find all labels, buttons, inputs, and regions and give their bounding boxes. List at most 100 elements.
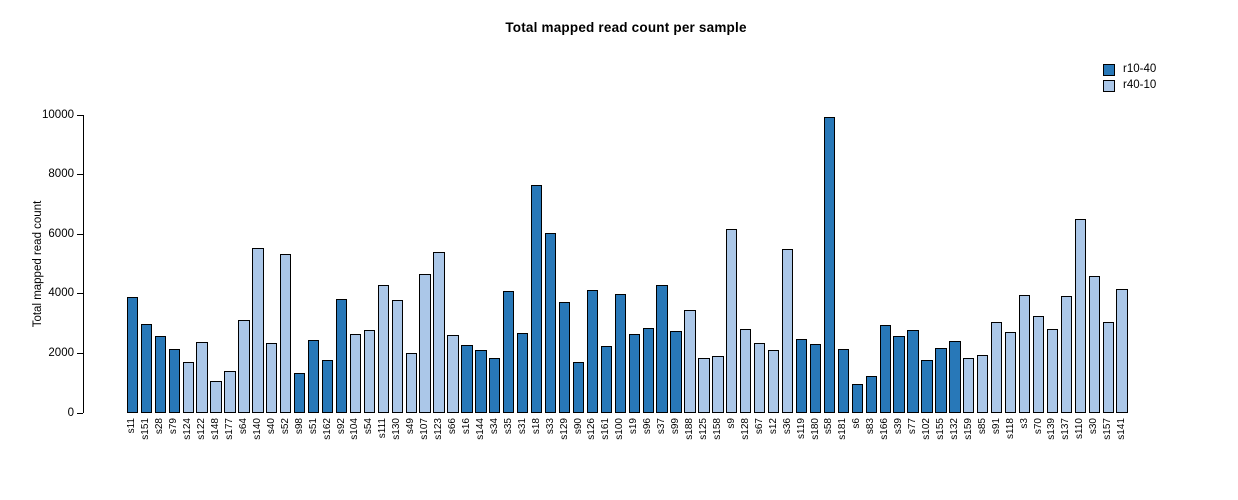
x-tick-label-s28: s28 xyxy=(154,418,166,435)
bar-s130 xyxy=(391,299,403,413)
y-tick-label: 6000 xyxy=(48,227,74,240)
legend-label-r10-40: r10-40 xyxy=(1123,63,1157,75)
bar-s70 xyxy=(1032,316,1045,413)
x-tick-label-s40: s40 xyxy=(265,418,277,435)
y-axis-line xyxy=(83,115,84,413)
legend-entry-r40-10: r40-10 xyxy=(1103,78,1156,93)
x-tick-label-s141: s141 xyxy=(1116,418,1128,440)
x-tick-label-s34: s34 xyxy=(488,418,500,435)
bar-s85 xyxy=(977,354,989,413)
bar-s35 xyxy=(503,291,515,413)
bar-s90 xyxy=(572,362,585,413)
x-tick-label-s181: s181 xyxy=(837,418,849,440)
x-tick-label-s19: s19 xyxy=(628,418,640,435)
bar-s52 xyxy=(280,254,292,413)
bar-s16 xyxy=(461,345,473,413)
bar-s119 xyxy=(795,339,808,413)
bar-s111 xyxy=(377,285,389,413)
bar-s125 xyxy=(698,358,710,413)
x-tick-label-s110: s110 xyxy=(1074,418,1086,439)
bar-s33 xyxy=(544,233,557,413)
x-tick-label-s92: s92 xyxy=(335,418,347,435)
legend-entry-r10-40: r10-40 xyxy=(1103,62,1156,77)
bar-s39 xyxy=(893,335,905,413)
bar-s177 xyxy=(224,370,236,413)
x-tick-label-s58: s58 xyxy=(823,418,835,435)
bar-s110 xyxy=(1074,219,1086,413)
x-tick-label-s128: s128 xyxy=(739,418,751,440)
bar-s155 xyxy=(935,348,947,413)
x-tick-label-s161: s161 xyxy=(600,418,612,440)
x-tick-label-s9: s9 xyxy=(725,418,737,429)
x-tick-label-s30: s30 xyxy=(1088,418,1100,435)
legend: r10-40 r40-10 xyxy=(1103,62,1156,94)
bar-s9 xyxy=(726,229,738,413)
bar-s36 xyxy=(781,249,794,413)
bar-s31 xyxy=(517,333,529,413)
y-axis-title: Total mapped read count xyxy=(32,200,44,328)
bar-s79 xyxy=(168,349,180,413)
x-tick-label-s111: s111 xyxy=(377,418,389,439)
bar-s132 xyxy=(949,340,961,413)
y-tick-label: 10000 xyxy=(42,108,74,121)
x-tick-label-s137: s137 xyxy=(1060,418,1072,440)
bar-s91 xyxy=(991,321,1003,413)
bar-s92 xyxy=(335,299,348,413)
x-tick-label-s159: s159 xyxy=(962,418,974,440)
x-tick-label-s126: s126 xyxy=(586,418,598,440)
bar-s28 xyxy=(154,335,166,413)
x-tick-label-s83: s83 xyxy=(865,418,877,435)
x-tick-label-s6: s6 xyxy=(851,418,863,429)
bar-s3 xyxy=(1018,294,1031,413)
bar-s64 xyxy=(238,320,250,413)
y-tick-mark xyxy=(77,174,83,176)
x-tick-label-s162: s162 xyxy=(321,418,333,440)
x-tick-label-s51: s51 xyxy=(307,418,319,435)
x-tick-label-s125: s125 xyxy=(697,418,709,440)
bar-s151 xyxy=(140,324,152,413)
x-tick-label-s39: s39 xyxy=(893,418,905,435)
bar-s158 xyxy=(712,356,724,413)
bar-s49 xyxy=(405,353,417,413)
bar-s180 xyxy=(809,343,822,413)
x-tick-label-s107: s107 xyxy=(419,418,431,440)
x-tick-label-s52: s52 xyxy=(279,418,291,435)
bar-s126 xyxy=(586,290,599,413)
x-tick-label-s18: s18 xyxy=(530,418,542,435)
x-tick-label-s180: s180 xyxy=(809,418,821,440)
x-tick-label-s66: s66 xyxy=(447,418,458,435)
bar-s141 xyxy=(1116,289,1128,413)
bar-s140 xyxy=(252,247,264,413)
bar-s162 xyxy=(321,360,334,413)
bar-s124 xyxy=(182,361,194,413)
x-tick-label-s35: s35 xyxy=(502,418,514,435)
x-tick-label-s124: s124 xyxy=(182,418,194,440)
x-tick-label-s140: s140 xyxy=(251,418,263,440)
x-tick-label-s31: s31 xyxy=(516,418,528,435)
bar-s83 xyxy=(865,375,877,414)
y-tick-mark xyxy=(77,412,83,414)
chart-title: Total mapped read count per sample xyxy=(505,20,747,35)
y-tick-label: 4000 xyxy=(48,287,74,300)
x-tick-label-s139: s139 xyxy=(1046,418,1058,440)
bar-s18 xyxy=(531,185,543,413)
legend-label-r40-10: r40-10 xyxy=(1123,79,1157,91)
bar-s104 xyxy=(349,334,362,413)
x-tick-label-s155: s155 xyxy=(934,418,946,440)
bar-s122 xyxy=(196,341,208,413)
bar-s188 xyxy=(684,310,696,413)
bar-s159 xyxy=(963,357,975,413)
x-tick-label-s49: s49 xyxy=(405,418,417,435)
x-tick-label-s157: s157 xyxy=(1102,418,1114,440)
bar-s107 xyxy=(419,274,431,413)
x-tick-label-s122: s122 xyxy=(196,418,208,440)
bar-s30 xyxy=(1088,275,1100,413)
bar-s12 xyxy=(767,349,780,413)
legend-swatch-r10-40 xyxy=(1103,63,1115,76)
x-tick-label-s144: s144 xyxy=(474,418,486,440)
bar-s118 xyxy=(1004,331,1017,413)
bar-s77 xyxy=(907,330,919,413)
bar-s102 xyxy=(921,360,933,413)
x-tick-label-s104: s104 xyxy=(349,418,361,440)
